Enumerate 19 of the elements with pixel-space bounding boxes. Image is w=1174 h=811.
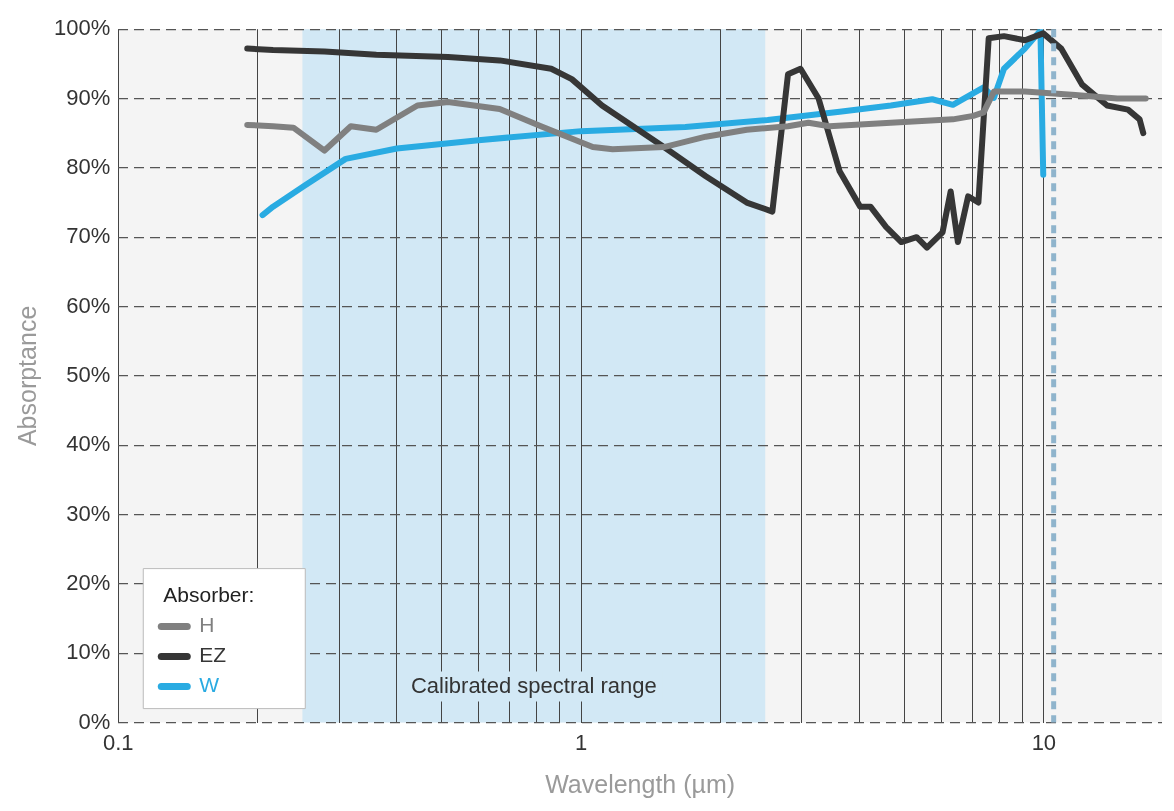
y-tick-label: 20% bbox=[66, 569, 111, 595]
y-tick-label: 60% bbox=[66, 292, 111, 318]
legend-title: Absorber: bbox=[163, 583, 255, 607]
legend-label: EZ bbox=[199, 643, 227, 667]
x-tick-label: 1 bbox=[574, 729, 588, 755]
y-tick-label: 50% bbox=[66, 361, 111, 387]
y-axis-title: Absorptance bbox=[12, 305, 41, 447]
legend-label: H bbox=[199, 613, 215, 637]
x-axis-title: Wavelength (µm) bbox=[545, 769, 736, 798]
x-tick-label: 10 bbox=[1031, 729, 1057, 755]
y-tick-label: 100% bbox=[53, 15, 111, 41]
y-tick-label: 70% bbox=[66, 223, 111, 249]
band-label: Calibrated spectral range bbox=[410, 672, 657, 698]
y-tick-label: 30% bbox=[66, 500, 111, 526]
y-tick-label: 90% bbox=[66, 84, 111, 110]
y-tick-label: 80% bbox=[66, 153, 111, 179]
y-tick-label: 40% bbox=[66, 431, 111, 457]
legend-label: W bbox=[199, 673, 220, 697]
y-tick-label: 10% bbox=[66, 639, 111, 665]
